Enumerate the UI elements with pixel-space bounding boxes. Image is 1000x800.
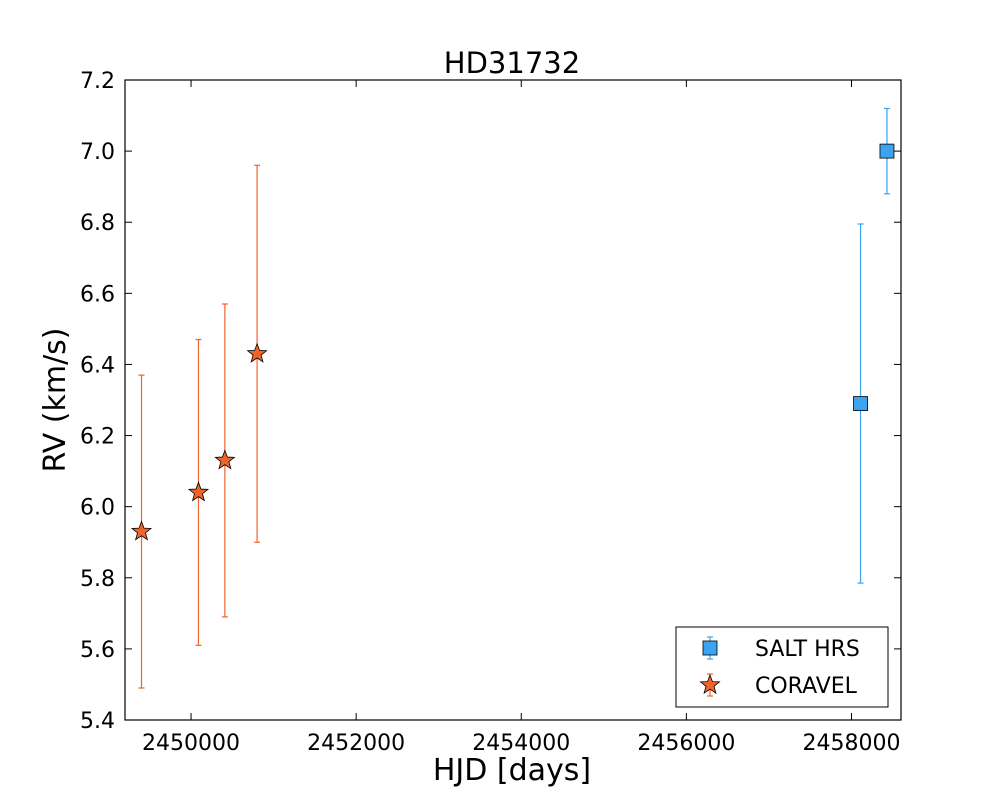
y-tick-label: 5.8 — [80, 567, 115, 592]
mark-layer — [130, 107, 895, 689]
legend-salt-hrs-label: SALT HRS — [755, 637, 860, 662]
tick-layer: 2450000 2452000 2454000 2456000 2458000 5.4 5.… — [80, 69, 901, 756]
coravel-point — [130, 520, 153, 541]
x-tick-label: 2456000 — [637, 731, 735, 756]
chart-title: HD31732 — [444, 46, 580, 80]
salt-hrs-point — [853, 396, 868, 411]
x-tick-label: 2452000 — [307, 731, 405, 756]
y-tick-label: 5.4 — [80, 709, 115, 734]
legend-salt-hrs-marker — [702, 640, 718, 656]
x-tick-label: 2450000 — [142, 731, 240, 756]
y-axis-label: RV (km/s) — [38, 327, 73, 472]
x-tick-label: 2458000 — [802, 731, 900, 756]
y-tick-label: 5.6 — [80, 638, 115, 663]
x-tick-label: 2454000 — [472, 731, 570, 756]
y-tick-label: 6.8 — [80, 211, 115, 236]
salt-hrs-point — [879, 143, 895, 159]
y-tick-label: 7.2 — [80, 69, 115, 94]
coravel-point — [246, 342, 268, 363]
y-tick-label: 6.4 — [80, 353, 115, 378]
y-tick-label: 6.2 — [80, 425, 115, 450]
y-tick-label: 6.0 — [80, 496, 115, 521]
legend: SALT HRS CORAVEL — [675, 626, 889, 708]
coravel-point — [187, 481, 210, 502]
coravel-point — [214, 449, 236, 470]
legend-coravel-marker — [699, 673, 721, 695]
legend-box — [675, 626, 889, 708]
y-tick-label: 6.6 — [80, 282, 115, 307]
y-tick-label: 7.0 — [80, 140, 115, 165]
plot-frame — [124, 79, 902, 721]
legend-coravel-label: CORAVEL — [755, 674, 858, 699]
x-axis-label: HJD [days] — [433, 753, 591, 788]
